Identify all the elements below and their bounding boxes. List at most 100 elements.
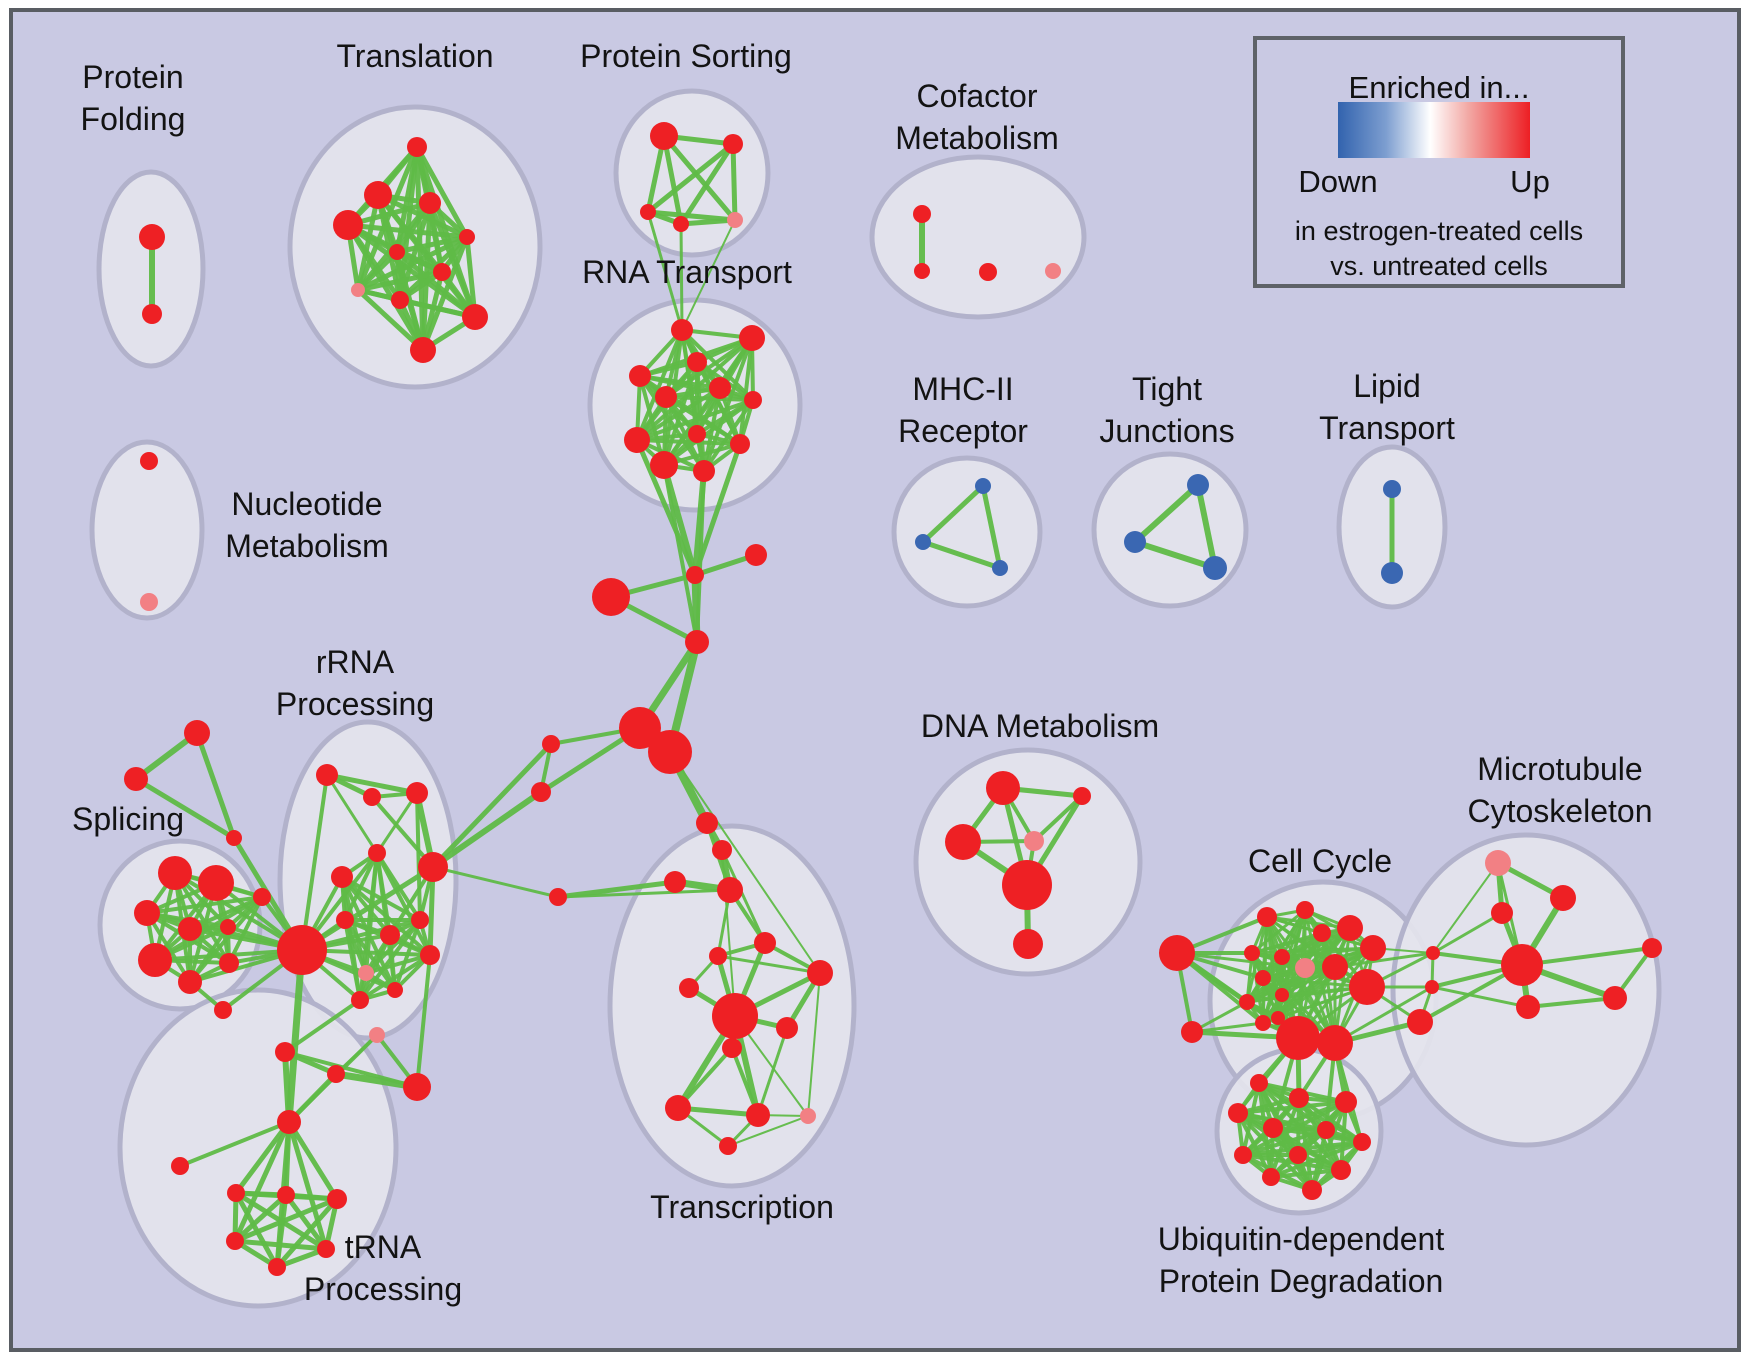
node-tn3[interactable] [327,1189,347,1209]
node-ccb2[interactable] [1317,1025,1353,1061]
node-mt6[interactable] [1407,1009,1433,1035]
node-dm2[interactable] [1073,787,1091,805]
node-cm4[interactable] [1045,263,1061,279]
node-tr9[interactable] [679,978,699,998]
node-tl5[interactable] [459,229,475,245]
node-nm1[interactable] [140,452,158,470]
node-cc14[interactable] [1271,1011,1285,1025]
node-rr3[interactable] [406,782,428,804]
node-rt1[interactable] [671,319,693,341]
node-tl8[interactable] [351,283,365,297]
node-tl1[interactable] [407,137,427,157]
node-tl6[interactable] [389,244,405,260]
node-mt4[interactable] [1516,995,1540,1019]
node-tr1[interactable] [696,812,718,834]
node-rr5[interactable] [418,852,448,882]
node-ub5[interactable] [1263,1118,1283,1138]
node-tr7[interactable] [754,932,776,954]
node-ps5[interactable] [727,212,743,228]
node-tr10[interactable] [776,1017,798,1039]
node-sp6[interactable] [253,888,271,906]
node-rt2[interactable] [739,325,765,351]
node-sp8[interactable] [178,970,202,994]
node-rr14[interactable] [387,982,403,998]
node-tni[interactable] [171,1157,189,1175]
node-lt1[interactable] [1383,480,1401,498]
node-tr13[interactable] [746,1103,770,1127]
node-sp7[interactable] [138,943,172,977]
node-mtp[interactable] [1485,850,1511,876]
node-cc8[interactable] [1255,970,1271,986]
node-rt7[interactable] [744,391,762,409]
node-tl4[interactable] [333,210,363,240]
node-tr3[interactable] [664,871,686,893]
node-lt2[interactable] [1381,562,1403,584]
node-ub11[interactable] [1262,1168,1280,1186]
node-ub9[interactable] [1289,1146,1307,1164]
node-pf2[interactable] [142,304,162,324]
node-sp10[interactable] [214,1001,232,1019]
node-tj3[interactable] [1203,556,1227,580]
node-hub2[interactable] [648,730,692,774]
node-tr8[interactable] [807,960,833,986]
node-ub8[interactable] [1234,1146,1252,1164]
node-tl10[interactable] [462,304,488,330]
node-cm2[interactable] [914,263,930,279]
node-cc2[interactable] [1296,901,1314,919]
node-tr2[interactable] [712,840,732,860]
node-sp5[interactable] [220,919,236,935]
node-rt8[interactable] [624,427,650,453]
node-rr6[interactable] [331,866,353,888]
node-s1[interactable] [542,735,560,753]
node-cc3[interactable] [1337,915,1363,941]
node-cc9[interactable] [1322,954,1348,980]
node-dm6[interactable] [1013,929,1043,959]
node-ub6[interactable] [1317,1121,1335,1139]
node-rt6[interactable] [709,377,731,399]
node-tl2[interactable] [364,181,392,209]
node-tr6[interactable] [709,947,727,965]
node-sp9[interactable] [219,953,239,973]
node-tn6[interactable] [268,1258,286,1276]
node-tri2[interactable] [124,767,148,791]
node-sp1[interactable] [158,856,192,890]
node-ub12[interactable] [1302,1180,1322,1200]
node-ccl[interactable] [1159,935,1195,971]
node-cc7[interactable] [1274,949,1290,965]
node-ccb1[interactable] [1276,1016,1320,1060]
node-tn1[interactable] [227,1184,245,1202]
node-tl11[interactable] [410,337,436,363]
node-ub1[interactable] [1250,1074,1268,1092]
node-tn5[interactable] [317,1240,335,1258]
node-sp2[interactable] [198,865,234,901]
node-rr9[interactable] [336,911,354,929]
node-m3[interactable] [685,630,709,654]
node-rt10[interactable] [730,434,750,454]
node-ccp[interactable] [1295,958,1315,978]
node-tri1[interactable] [184,720,210,746]
node-ps4[interactable] [673,216,689,232]
node-rt9[interactable] [688,425,706,443]
node-tr14[interactable] [800,1108,816,1124]
node-mh3[interactable] [992,560,1008,576]
node-cc1[interactable] [1257,907,1277,927]
node-hub1[interactable] [619,707,661,749]
node-cc11[interactable] [1239,994,1255,1010]
node-mh1[interactable] [975,478,991,494]
node-cc12[interactable] [1275,988,1289,1002]
node-con1[interactable] [1426,946,1440,960]
node-tr5[interactable] [549,888,567,906]
node-tr15[interactable] [719,1137,737,1155]
node-cm3[interactable] [979,263,997,281]
node-mtb[interactable] [1501,944,1543,986]
node-tl7[interactable] [433,263,451,281]
node-nm2[interactable] [140,593,158,611]
node-tri3[interactable] [226,830,242,846]
node-dm5[interactable] [1002,860,1052,910]
node-trh[interactable] [712,993,758,1039]
node-ub10[interactable] [1331,1160,1351,1180]
node-tnh[interactable] [277,1110,301,1134]
node-sp4[interactable] [178,917,202,941]
node-tnt2[interactable] [327,1065,345,1083]
node-ps3[interactable] [640,204,656,220]
